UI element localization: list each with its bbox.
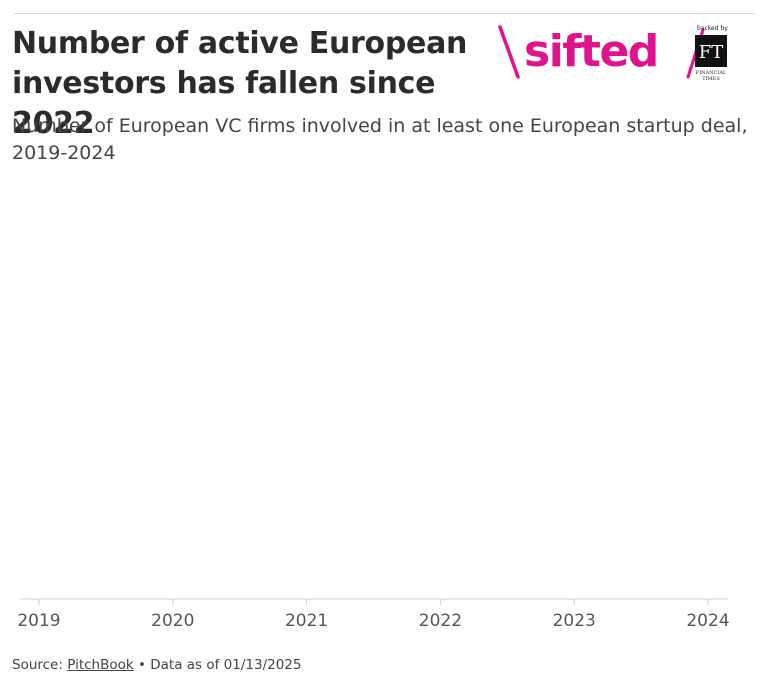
x-tick-label: 2022 (419, 611, 462, 631)
x-tick-label: 2020 (151, 611, 194, 631)
chart-subtitle: Number of European VC firms involved in … (12, 115, 748, 164)
ft-logo-mark: FT (699, 42, 724, 63)
x-tick-label: 2024 (686, 611, 729, 631)
sifted-ft-logo: sifted backed by FT FINANCIAL TIMES (498, 25, 728, 82)
ft-name-line2: TIMES (702, 76, 720, 82)
ft-name-line1: FINANCIAL (696, 70, 727, 76)
x-tick-label: 2019 (17, 611, 60, 631)
source-link-pitchbook[interactable]: PitchBook (67, 657, 134, 673)
logo-backslash (498, 25, 520, 79)
logo-brand-text: sifted (524, 26, 658, 77)
x-tick-label: 2021 (285, 611, 328, 631)
logo-backed-by: backed by (697, 25, 728, 32)
source-suffix: • Data as of 01/13/2025 (133, 657, 302, 673)
x-tick-label: 2023 (553, 611, 596, 631)
chart-title: Number of active European investors has … (12, 26, 468, 141)
ft-logo-box (695, 35, 727, 67)
top-divider (14, 13, 755, 14)
source-prefix: Source: (12, 657, 68, 673)
source-footer: Source: PitchBook • Data as of 01/13/202… (12, 657, 301, 673)
